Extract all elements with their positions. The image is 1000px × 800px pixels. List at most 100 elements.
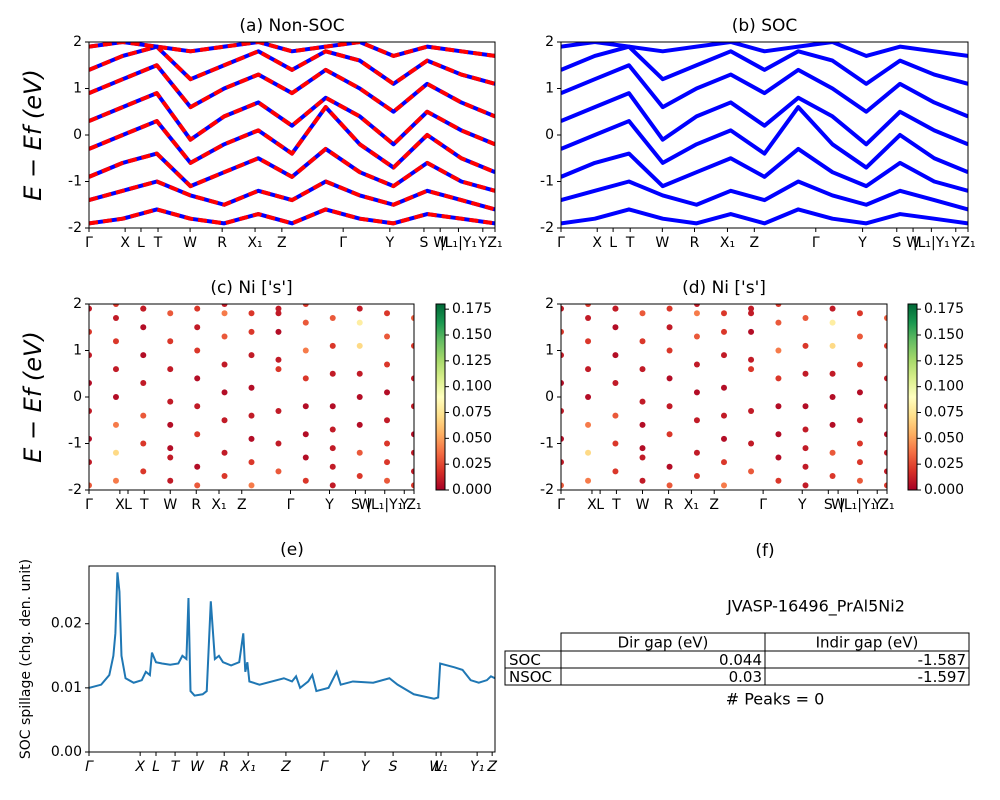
y-tick-label: -2 [68,482,82,498]
projected-point [693,310,700,317]
plot-area [89,572,495,700]
projected-point [140,380,147,387]
plot-area [561,304,887,489]
projected-point [748,440,755,447]
projected-point [275,468,282,475]
projected-point [775,347,782,354]
band-line [89,146,495,193]
projected-point [221,333,228,340]
x-tick-label: Γ [85,235,93,251]
band-line [89,105,495,175]
projected-point [329,403,336,410]
projected-point [775,304,782,307]
colorbar-tick-label: 0.000 [452,482,492,498]
projected-point [585,477,592,484]
projected-point [802,482,809,489]
x-tick-label: X [587,497,597,513]
projected-point [693,473,700,480]
colorbar-tick-label: 0.000 [924,482,964,498]
x-tick-label: T [139,497,149,513]
projected-point [748,407,755,414]
x-tick-label: |L₁|Y₁ [913,235,950,251]
x-tick-label: Γ [557,235,565,251]
projected-point [639,445,646,452]
projected-point [775,375,782,382]
projected-point [721,384,727,391]
projected-point [329,426,336,433]
colorbar-tick-label: 0.150 [452,327,492,343]
x-tick-label: L [137,235,145,251]
projected-point [585,366,592,373]
projected-point [856,459,863,466]
projected-point [829,319,836,326]
spillage-line [89,572,495,700]
x-tick-label: Γ [85,497,93,513]
projected-point [248,310,255,317]
x-tick-label: S [389,759,398,775]
projected-point [384,477,391,484]
y-axis-label: E − Ef (eV) [19,69,47,201]
x-tick-label: X [134,759,145,775]
projected-point [411,375,414,382]
projected-point [140,468,147,475]
table-footer: # Peaks = 0 [726,690,825,709]
projected-point [829,449,836,456]
projected-point [329,463,336,470]
x-tick-label: T [611,497,621,513]
band-line [561,179,968,212]
x-tick-label: X₁ [240,759,256,775]
x-tick-label: L [596,497,604,513]
x-tick-label: W [358,497,372,513]
colorbar-tick-label: 0.075 [924,405,964,421]
x-tick-label: L [124,497,132,513]
projected-point [721,412,727,419]
x-tick-label: Y [872,497,882,513]
column-header: Indir gap (eV) [816,634,919,652]
projected-point [585,421,592,428]
projected-point [693,361,700,368]
projected-point [89,328,92,335]
colorbar-tick-label: 0.050 [452,430,492,446]
x-tick-label: Y [951,235,961,251]
projected-point [112,449,119,456]
x-tick-label: W [655,235,669,251]
band-line [561,42,968,58]
x-tick-label: W [163,497,177,513]
x-tick-label: |L₁|Y₁ [839,497,876,513]
projected-point [356,319,363,326]
projected-point [140,324,147,331]
x-tick-label: X₁ [684,497,699,513]
projected-point [302,477,309,484]
projected-point [140,305,147,312]
band-underlay [89,179,495,212]
projected-point [666,347,673,354]
projected-point [748,310,755,317]
projected-point [384,417,391,424]
projected-point [167,477,174,484]
projected-point [666,324,673,331]
projected-point [384,389,391,396]
projected-point [221,361,228,368]
panel-title: (a) Non-SOC [239,16,344,36]
projected-point [884,468,887,475]
projected-point [561,352,564,359]
projected-point [302,347,309,354]
x-tick-label: Z [280,759,291,775]
projected-point [561,435,564,442]
x-tick-label: Y [857,235,867,251]
projected-point [829,473,836,480]
colorbar-tick-label: 0.075 [452,405,492,421]
projected-point [89,305,92,312]
table-cell [764,667,970,686]
x-tick-label: Y [399,497,409,513]
x-tick-label: Z [709,497,719,513]
axes-frame [88,565,496,753]
colorbar-tick-label: 0.150 [924,327,964,343]
projected-point [248,459,255,466]
y-tick-label: 2 [73,296,82,312]
projected-point [639,477,646,484]
x-tick-label: Γ [287,497,295,513]
projected-point [411,403,414,410]
x-tick-label: S [351,497,360,513]
panel-title: (d) Ni ['s'] [682,278,766,298]
